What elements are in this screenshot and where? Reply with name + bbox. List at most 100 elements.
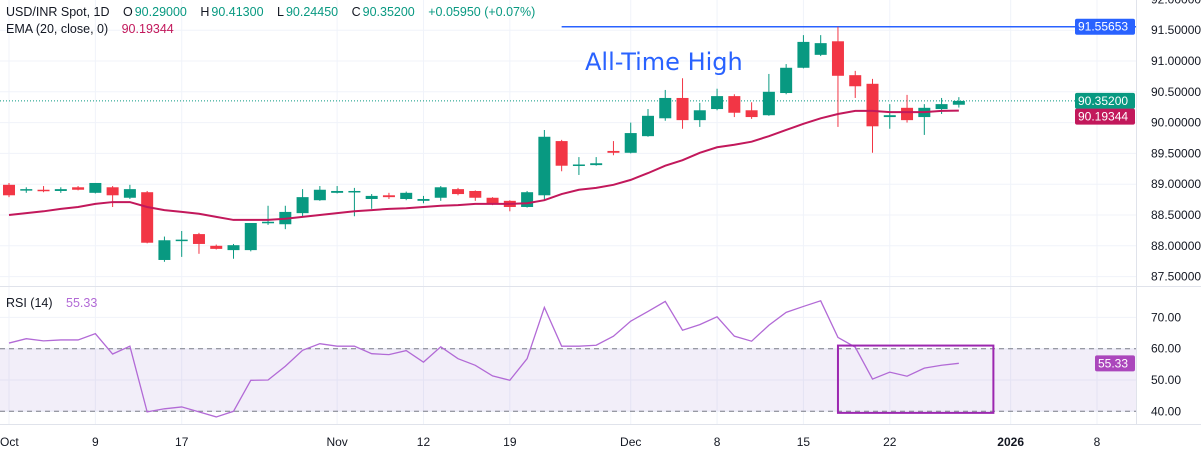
candle[interactable] [693,102,706,127]
rsi-axis-label: 70.00 [1151,310,1181,324]
rsi-value: 55.33 [66,296,98,310]
candle[interactable] [676,78,689,129]
candle-body [901,107,914,121]
price-axis-label: 90.50000 [1151,85,1201,99]
candle-body [313,189,326,201]
candle-body [175,239,188,242]
price-axis-label: 90.00000 [1151,116,1201,130]
candle[interactable] [814,35,827,57]
candle[interactable] [590,157,603,166]
candle[interactable] [918,104,931,135]
candle[interactable] [624,122,637,154]
candle-body [883,115,896,118]
candle[interactable] [72,186,85,191]
candle-body [745,110,758,118]
candle[interactable] [210,244,223,250]
candle-body [227,245,240,251]
candle[interactable] [434,186,447,201]
time-axis-label: 17 [175,435,189,449]
rsi-line [8,300,959,418]
candle-body [693,110,706,121]
candle[interactable] [123,184,136,199]
time-axis-label: Nov [326,435,347,449]
candle[interactable] [262,205,275,225]
candle[interactable] [866,78,879,153]
candle[interactable] [89,182,102,194]
all-time-high-text: All-Time High [585,48,743,76]
candle[interactable] [175,231,188,257]
price-axis-label: 88.50000 [1151,208,1201,222]
candle-body [123,189,136,198]
low-label: L [277,5,284,19]
candle[interactable] [141,190,154,244]
candle[interactable] [831,26,844,127]
symbol-title[interactable]: USD/INR Spot, 1D [6,5,110,19]
candle[interactable] [469,190,482,201]
candle-body [20,189,33,191]
candle-body [728,96,741,113]
candle[interactable] [762,73,775,116]
candle[interactable] [20,187,33,193]
rsi-label[interactable]: RSI (14) [6,296,53,310]
candle[interactable] [296,189,309,217]
time-axis-label: 19 [503,435,517,449]
rsi-highlight-box[interactable] [836,344,995,414]
candle[interactable] [452,187,465,196]
ema-label[interactable]: EMA (20, close, 0) [6,22,109,36]
candle[interactable] [901,94,914,123]
candle[interactable] [382,192,395,199]
candle-body [659,97,672,119]
candle[interactable] [313,186,326,201]
candle-body [572,164,585,166]
candle[interactable] [365,194,378,209]
candle[interactable] [659,89,672,121]
candle[interactable] [3,182,15,198]
candle[interactable] [952,97,965,108]
candle-body [210,245,223,249]
candle-body [469,190,482,198]
candle[interactable] [521,190,534,208]
candle[interactable] [711,88,724,111]
candle[interactable] [400,191,413,201]
candle[interactable] [572,157,585,175]
candle[interactable] [54,187,67,193]
candle[interactable] [538,129,551,201]
candle[interactable] [849,70,862,98]
candle[interactable] [417,195,430,204]
candle-body [849,75,862,87]
candle-body [641,115,654,137]
last-price-label-bg [1075,92,1135,109]
price-axis-label: 91.00000 [1151,54,1201,68]
time-axis-label: 22 [883,435,897,449]
candle[interactable] [555,139,568,172]
candle[interactable] [37,186,50,193]
candle-body [365,195,378,199]
candle[interactable] [192,232,205,254]
rsi-value-label: 55.33 [1098,356,1128,370]
candle[interactable] [780,64,793,95]
time-axis-label: 15 [797,435,811,449]
candle-body [400,192,413,199]
candle[interactable] [745,102,758,119]
close-label: C [351,5,361,19]
candle[interactable] [244,223,257,252]
rsi-axis-label: 60.00 [1151,342,1181,356]
candle[interactable] [503,200,516,212]
ath-price-label-bg [1075,18,1135,35]
candle-body [72,187,85,190]
candle[interactable] [728,94,741,118]
candle[interactable] [331,186,344,194]
time-axis-label: 2026 [997,435,1024,449]
candle[interactable] [797,35,810,69]
time-axis-label: 8 [1094,435,1101,449]
candle[interactable] [607,141,620,156]
candle[interactable] [106,186,119,207]
candle-body [141,192,154,243]
rsi-axis-label: 40.00 [1151,404,1181,418]
candle-body [762,91,775,116]
candle[interactable] [227,243,240,259]
candle[interactable] [641,109,654,137]
candle[interactable] [883,104,896,129]
candle[interactable] [158,236,171,262]
